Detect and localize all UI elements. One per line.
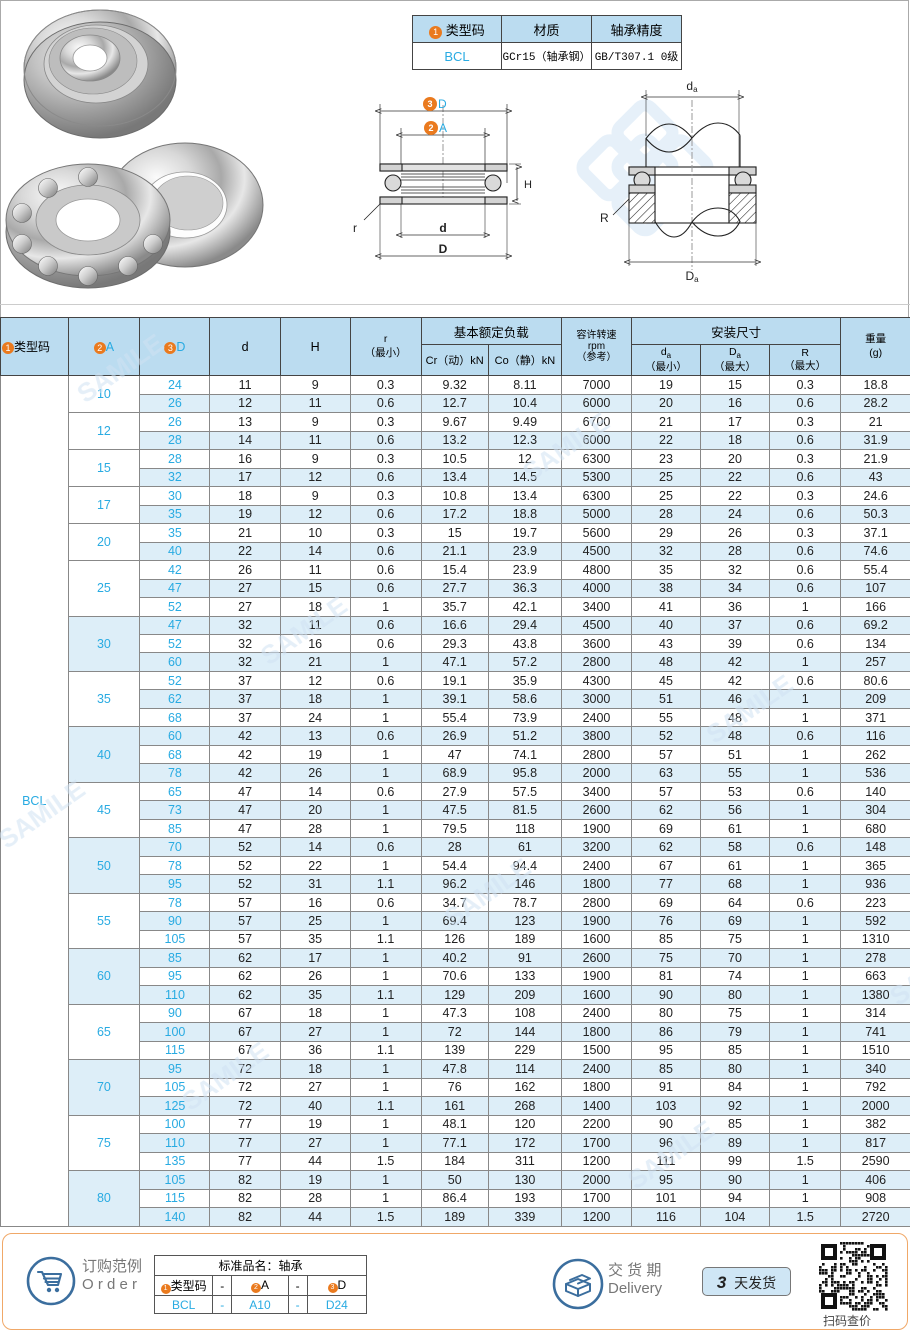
svg-text:3: 3 [427,99,432,109]
svg-text:A: A [439,121,447,135]
svg-text:d: d [439,221,446,235]
svg-text:da: da [686,79,698,94]
svg-text:Da: Da [685,269,699,284]
svg-text:D: D [439,242,448,256]
svg-text:2: 2 [428,123,433,133]
svg-text:r: r [353,221,357,235]
svg-text:R: R [600,211,609,225]
svg-text:H: H [524,179,532,191]
svg-text:D: D [438,97,447,111]
